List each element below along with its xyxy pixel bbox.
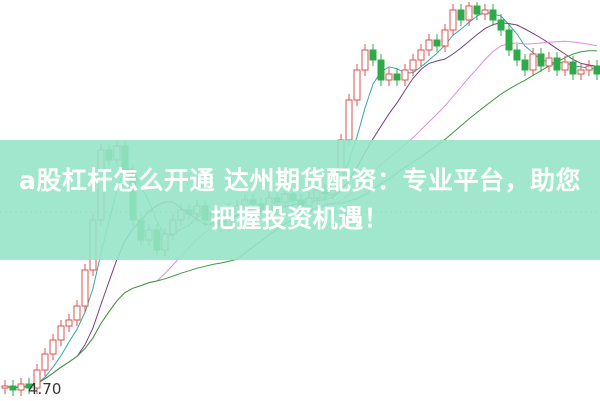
candle-body bbox=[49, 339, 57, 355]
candle-body bbox=[593, 65, 600, 75]
candle-body bbox=[401, 69, 409, 81]
candle-body bbox=[505, 29, 513, 51]
candle-body bbox=[465, 5, 473, 21]
candle-body bbox=[569, 61, 577, 75]
candle-body bbox=[545, 57, 553, 67]
candle-body bbox=[425, 39, 433, 51]
candle-body bbox=[353, 69, 361, 101]
candle-body bbox=[57, 325, 65, 341]
candle-body bbox=[345, 99, 353, 141]
candle-body bbox=[553, 57, 561, 71]
candle-body bbox=[1, 385, 9, 389]
candle-body bbox=[529, 53, 537, 71]
candle-body bbox=[489, 9, 497, 21]
title-banner: a股杠杆怎么开通 达州期货配资：专业平台，助您把握投资机遇！ bbox=[0, 140, 600, 260]
candle-body bbox=[409, 59, 417, 71]
candle-body bbox=[585, 65, 593, 71]
candle-body bbox=[441, 29, 449, 47]
candle-body bbox=[561, 61, 569, 71]
candle-body bbox=[393, 73, 401, 81]
candle-body bbox=[81, 269, 89, 307]
candle-body bbox=[457, 9, 465, 21]
candle-body bbox=[497, 19, 505, 31]
candle-body bbox=[33, 369, 41, 389]
candle-body bbox=[17, 383, 25, 391]
candle-body bbox=[449, 9, 457, 31]
candle-body bbox=[73, 305, 81, 321]
candle-body bbox=[377, 59, 385, 81]
candle-body bbox=[473, 5, 481, 15]
candle-body bbox=[417, 49, 425, 61]
candle-body bbox=[65, 319, 73, 327]
candle-body bbox=[577, 69, 585, 75]
candle-body bbox=[433, 39, 441, 47]
candle-body bbox=[9, 385, 17, 391]
candle-body bbox=[361, 49, 369, 71]
candle-body bbox=[513, 49, 521, 61]
candle-body bbox=[385, 73, 393, 81]
candle-body bbox=[25, 383, 33, 389]
candle-body bbox=[537, 53, 545, 67]
min-price-label: 4.70 bbox=[28, 380, 62, 398]
candle-body bbox=[521, 59, 529, 71]
candle-body bbox=[481, 9, 489, 15]
candle-body bbox=[41, 353, 49, 371]
article-title: a股杠杆怎么开通 达州期货配资：专业平台，助您把握投资机遇！ bbox=[18, 166, 582, 233]
candle-body bbox=[369, 49, 377, 61]
